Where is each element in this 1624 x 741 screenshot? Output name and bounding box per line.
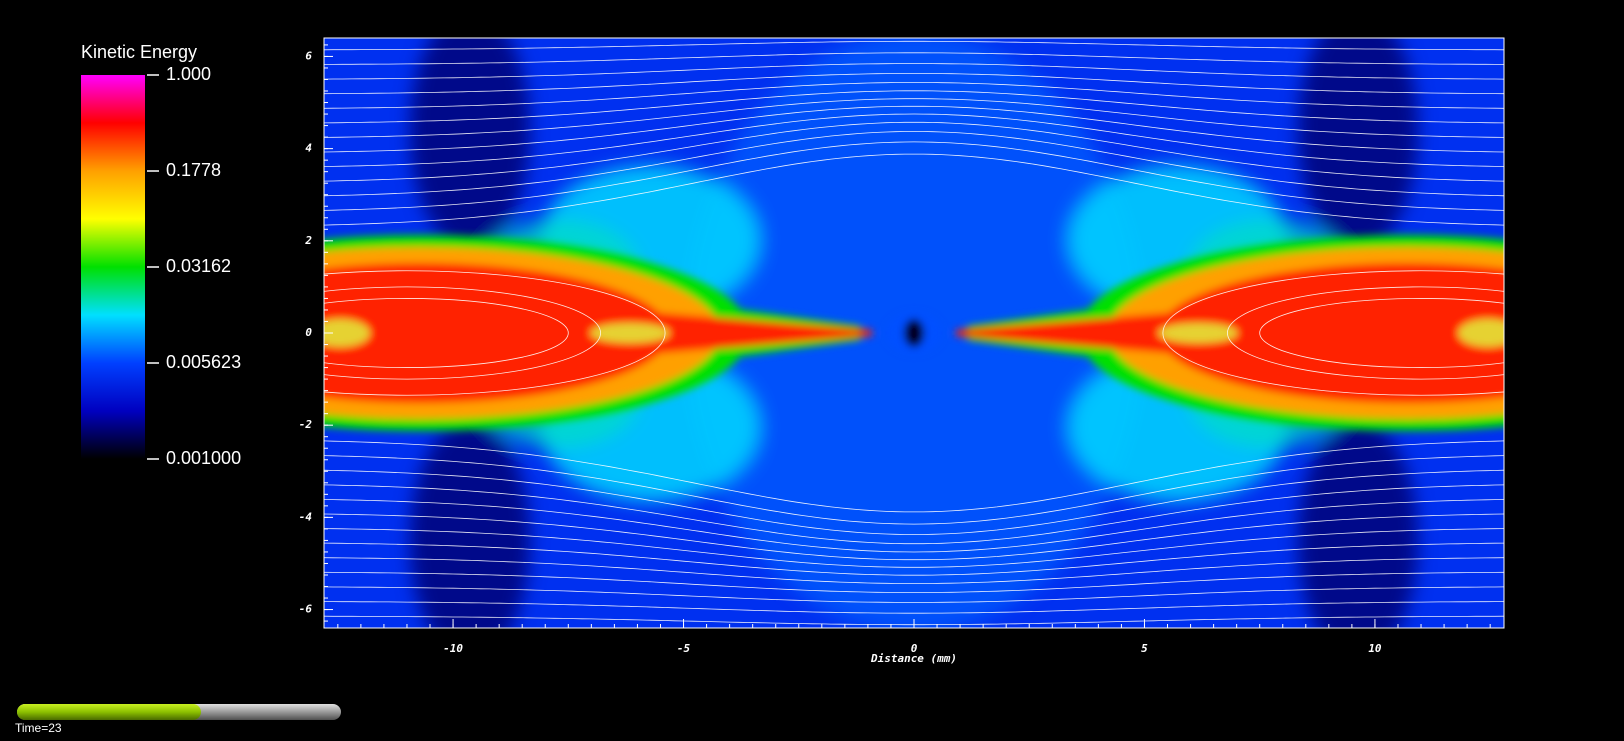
- field-line: [324, 105, 1504, 153]
- field-loop: [324, 286, 601, 380]
- x-tick-label: 5: [1141, 642, 1148, 655]
- heatmap: [324, 29, 1504, 637]
- field-line: [324, 631, 1504, 637]
- field-line: [324, 63, 1504, 80]
- y-tick-label: 2: [304, 234, 312, 247]
- field-line: [324, 484, 1504, 545]
- field-line: [324, 601, 1504, 614]
- x-tick-label: 10: [1368, 642, 1382, 655]
- colorbar-title: Kinetic Energy: [81, 42, 197, 62]
- colorbar-tick-label: 0.1778: [166, 160, 221, 180]
- field-line: [324, 29, 1504, 35]
- colorbar: [81, 75, 145, 459]
- time-slider-fill: [17, 704, 201, 720]
- field-line: [324, 113, 1504, 167]
- field-loop: [1227, 286, 1504, 380]
- y-tick-label: 6: [305, 49, 312, 62]
- field-line: [324, 130, 1504, 197]
- field-line: [324, 90, 1504, 124]
- y-tick-label: 0: [305, 326, 312, 339]
- x-tick-label: -10: [443, 642, 463, 655]
- y-tick-label: -6: [299, 603, 313, 616]
- colorbar-tick-label: 0.001000: [166, 448, 241, 468]
- field-loop: [1259, 298, 1504, 368]
- field-line: [324, 40, 1504, 51]
- field-line: [324, 571, 1504, 593]
- field-loop: [324, 270, 666, 396]
- field-line: [324, 52, 1504, 65]
- field-line: [324, 542, 1504, 576]
- colorbar-tick-label: 0.005623: [166, 352, 241, 372]
- y-tick-label: -2: [299, 418, 313, 431]
- field-line: [324, 440, 1504, 513]
- colorbar-tick-label: 1.000: [166, 64, 211, 84]
- field-line: [324, 528, 1504, 568]
- field-line: [324, 141, 1504, 211]
- y-tick-label: -4: [299, 510, 313, 523]
- field-line: [324, 586, 1504, 603]
- field-line: [324, 513, 1504, 561]
- field-line: [324, 455, 1504, 525]
- x-axis-title: Distance (mm): [870, 652, 957, 665]
- field-line: [324, 82, 1504, 109]
- field-line: [324, 469, 1504, 536]
- field-line: [324, 499, 1504, 553]
- time-label: Time=23: [15, 721, 62, 735]
- y-tick-label: 4: [305, 142, 312, 155]
- field-line: [324, 153, 1504, 226]
- x-tick-label: -5: [677, 642, 691, 655]
- colorbar-tick-label: 0.03162: [166, 256, 231, 276]
- field-line: [324, 98, 1504, 138]
- field-line: [324, 121, 1504, 182]
- field-line: [324, 557, 1504, 584]
- x-tick-label: 0: [911, 642, 918, 655]
- field-loop: [324, 298, 569, 368]
- field-line: [324, 73, 1504, 95]
- field-loop: [1162, 270, 1504, 396]
